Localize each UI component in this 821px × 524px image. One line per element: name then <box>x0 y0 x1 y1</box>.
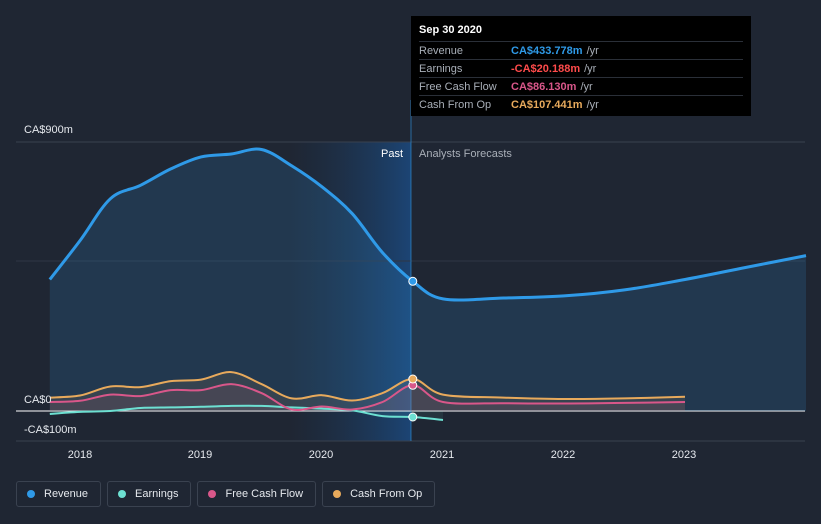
earnings-point[interactable] <box>408 412 418 422</box>
legend-item-revenue[interactable]: Revenue <box>16 481 102 507</box>
tooltip-value: CA$86.130m <box>511 80 577 93</box>
tooltip-row-revenue: Revenue CA$433.778m /yr <box>419 41 743 59</box>
tooltip-row-cash-from-op: Cash From Op CA$107.441m /yr <box>419 95 743 113</box>
x-tick: 2023 <box>672 449 696 461</box>
cash-from-op-line[interactable] <box>49 371 686 402</box>
legend-label: Revenue <box>44 488 89 500</box>
tooltip-row-free-cash-flow: Free Cash Flow CA$86.130m /yr <box>419 77 743 95</box>
tooltip-date: Sep 30 2020 <box>419 24 482 36</box>
free-cash-flow-line[interactable] <box>49 383 686 412</box>
earnings-area <box>49 405 444 420</box>
legend-item-earnings[interactable]: Earnings <box>107 481 192 507</box>
tooltip-unit: /yr <box>580 80 593 93</box>
past-highlight <box>290 142 411 441</box>
y-label-bottom: -CA$100m <box>24 424 77 436</box>
cash-from-op-point[interactable] <box>408 374 418 384</box>
x-tick: 2019 <box>188 449 212 461</box>
tooltip-label: Earnings <box>419 62 463 75</box>
tooltip-row-earnings: Earnings -CA$20.188m /yr <box>419 59 743 77</box>
cash-from-op-dot-icon <box>333 490 342 498</box>
legend-item-free-cash-flow[interactable]: Free Cash Flow <box>197 481 317 507</box>
earnings-dot-icon <box>118 490 127 498</box>
revenue-point[interactable] <box>408 276 418 286</box>
tooltip-label: Cash From Op <box>419 98 492 111</box>
earnings-line[interactable] <box>49 404 444 421</box>
legend-item-cash-from-op[interactable]: Cash From Op <box>322 481 436 507</box>
x-tick: 2022 <box>551 449 575 461</box>
tooltip-unit: /yr <box>586 98 599 111</box>
forecast-label: Analysts Forecasts <box>419 148 512 160</box>
x-tick: 2021 <box>430 449 454 461</box>
legend-label: Cash From Op <box>350 488 423 500</box>
revenue-area <box>49 149 807 412</box>
legend-label: Earnings <box>135 488 179 500</box>
tooltip-value: -CA$20.188m <box>511 62 581 75</box>
y-label-zero: CA$0 <box>24 394 52 406</box>
tooltip-label: Free Cash Flow <box>419 80 497 93</box>
y-label-top: CA$900m <box>24 124 73 136</box>
revenue-line[interactable] <box>48 147 807 302</box>
tooltip-value: CA$433.778m <box>511 44 583 57</box>
x-tick: 2018 <box>68 449 92 461</box>
cash-from-op-area <box>49 372 686 411</box>
x-tick: 2020 <box>309 449 333 461</box>
tooltip-unit: /yr <box>584 62 597 75</box>
free-cash-flow-dot-icon <box>208 490 217 498</box>
tooltip-value: CA$107.441m <box>511 98 583 111</box>
past-label: Past <box>381 148 403 160</box>
legend-label: Free Cash Flow <box>225 488 304 500</box>
legend: Revenue Earnings Free Cash Flow Cash Fro… <box>16 481 436 507</box>
tooltip-label: Revenue <box>419 44 464 57</box>
tooltip-unit: /yr <box>586 44 599 57</box>
tooltip: Sep 30 2020 Revenue CA$433.778m /yr Earn… <box>411 16 751 116</box>
revenue-dot-icon <box>27 490 35 498</box>
